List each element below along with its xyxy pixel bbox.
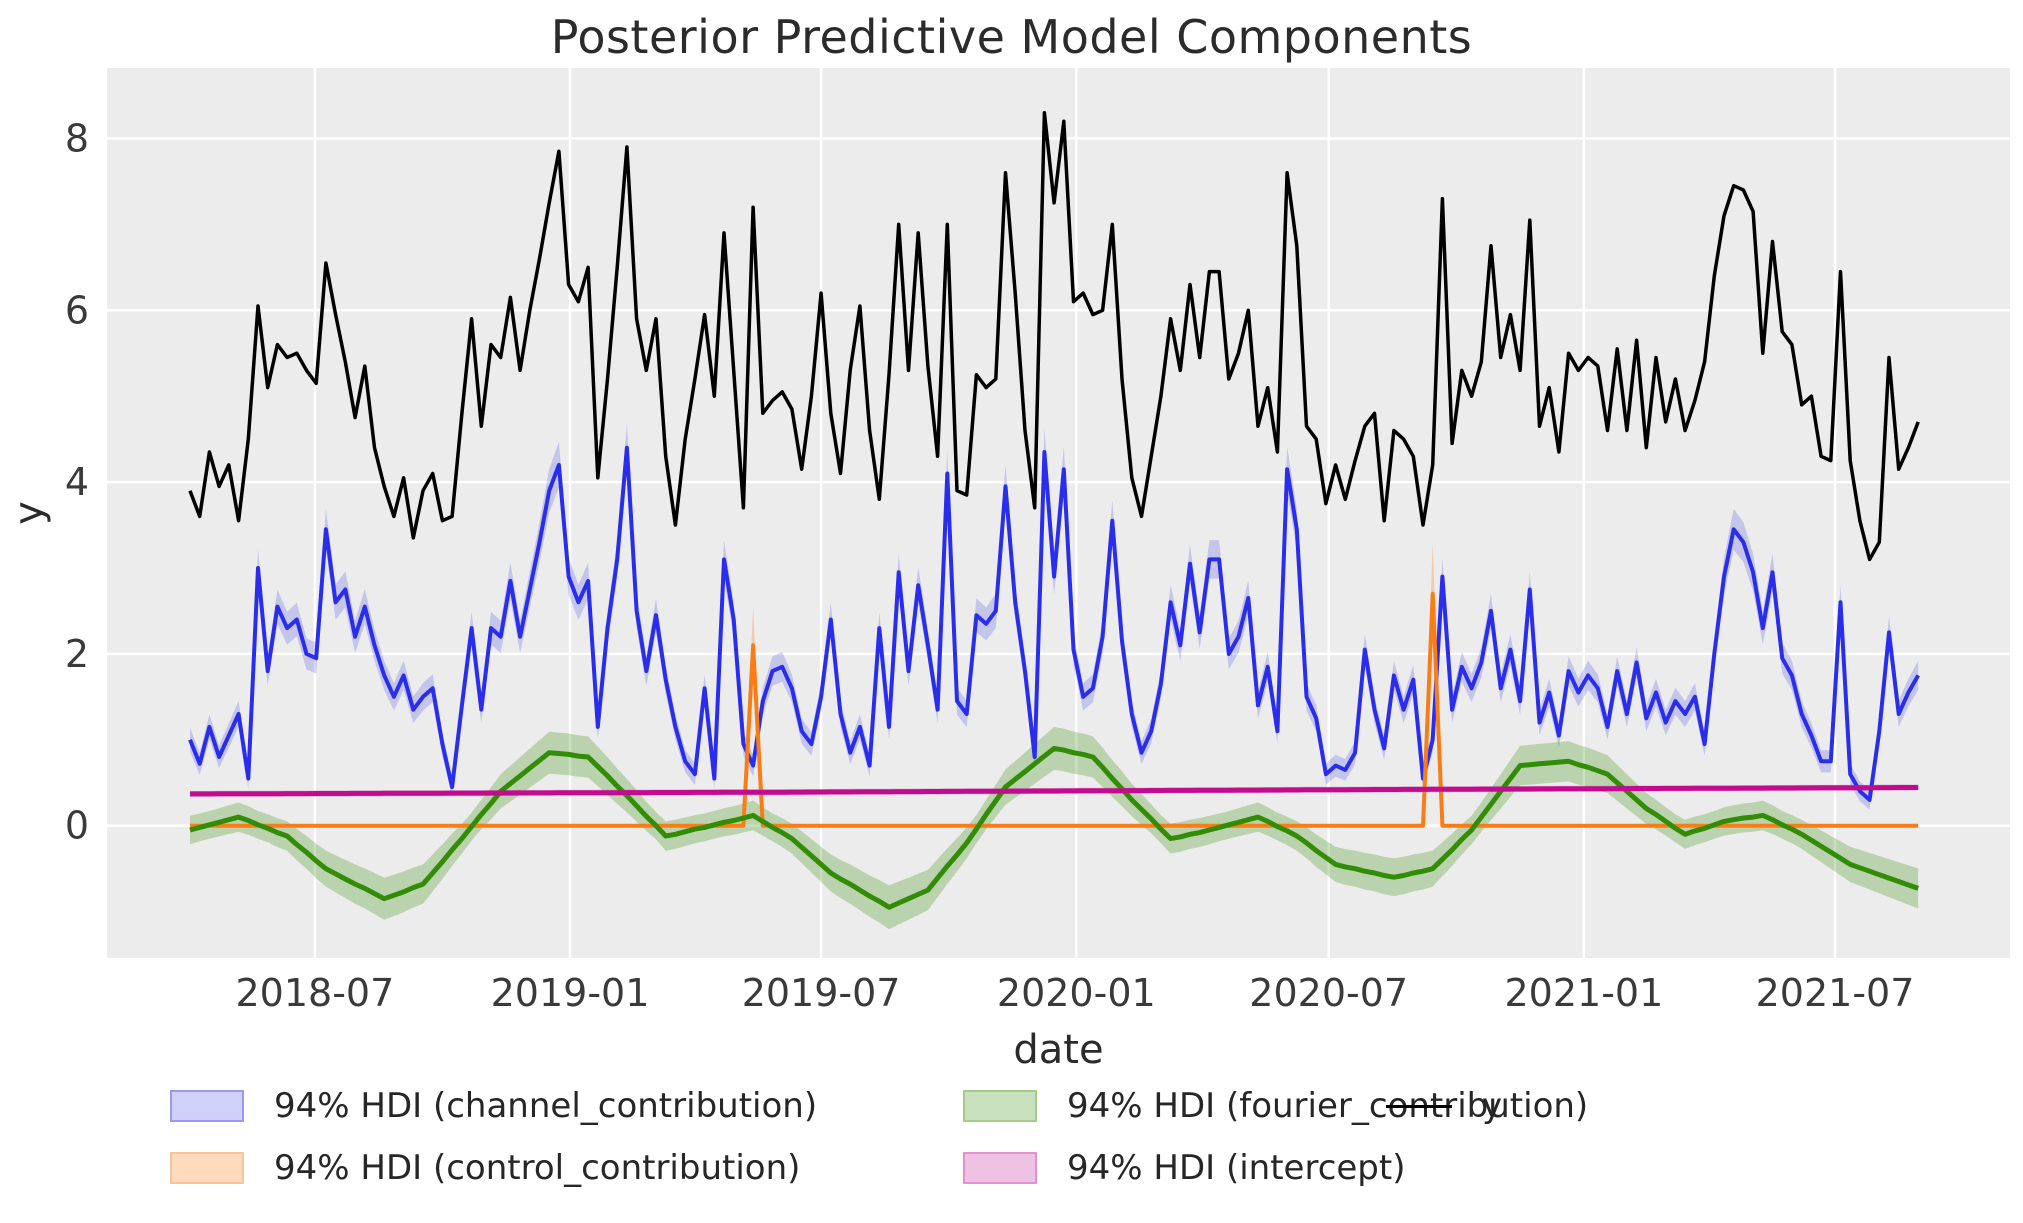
legend-label-intercept: 94% HDI (intercept) xyxy=(1067,1148,1406,1188)
control-hdi-swatch xyxy=(170,1152,244,1184)
y-tick-label: 0 xyxy=(65,804,89,848)
y-line-swatch xyxy=(1386,1104,1452,1108)
y-tick-label: 2 xyxy=(65,632,89,676)
y-axis-label: y xyxy=(6,501,52,525)
legend: 94% HDI (channel_contribution) 94% HDI (… xyxy=(0,1072,2023,1212)
legend-item-intercept: 94% HDI (intercept) xyxy=(963,1148,1406,1188)
y-line xyxy=(188,110,1920,562)
y-tick-label: 8 xyxy=(65,116,89,160)
x-tick-label: 2019-01 xyxy=(491,971,650,1015)
fourier_contribution-line xyxy=(189,745,1920,910)
channel_contribution-line xyxy=(188,445,1920,802)
chart-title: Posterior Predictive Model Components xyxy=(550,10,1473,64)
channel-hdi-swatch xyxy=(170,1090,244,1122)
x-tick-label: 2021-01 xyxy=(1505,971,1664,1015)
x-tick-label: 2020-07 xyxy=(1249,971,1408,1015)
x-tick-label: 2018-07 xyxy=(236,971,395,1015)
y-tick-label: 6 xyxy=(65,288,89,332)
legend-item-fourier: 94% HDI (fourier_contribution) xyxy=(963,1086,1588,1126)
legend-label-channel: 94% HDI (channel_contribution) xyxy=(274,1086,818,1126)
legend-label-control: 94% HDI (control_contribution) xyxy=(274,1148,801,1188)
legend-item-channel: 94% HDI (channel_contribution) xyxy=(170,1086,817,1126)
control_contribution-line xyxy=(190,591,1919,828)
x-tick-label: 2020-01 xyxy=(997,971,1156,1015)
x-axis-label: date xyxy=(1013,1027,1103,1073)
legend-label-fourier: 94% HDI (fourier_contribution) xyxy=(1067,1086,1589,1126)
intercept-hdi-swatch xyxy=(963,1152,1037,1184)
legend-item-y: y xyxy=(1386,1086,1502,1126)
legend-label-y: y xyxy=(1482,1086,1503,1126)
fourier_contribution-hdi-band xyxy=(190,726,1919,930)
x-tick-label: 2021-07 xyxy=(1756,971,1915,1015)
fourier-hdi-swatch xyxy=(963,1090,1037,1122)
y-tick-label: 4 xyxy=(65,460,89,504)
intercept-line xyxy=(190,785,1919,797)
x-tick-label: 2019-07 xyxy=(742,971,901,1015)
legend-item-control: 94% HDI (control_contribution) xyxy=(170,1148,800,1188)
